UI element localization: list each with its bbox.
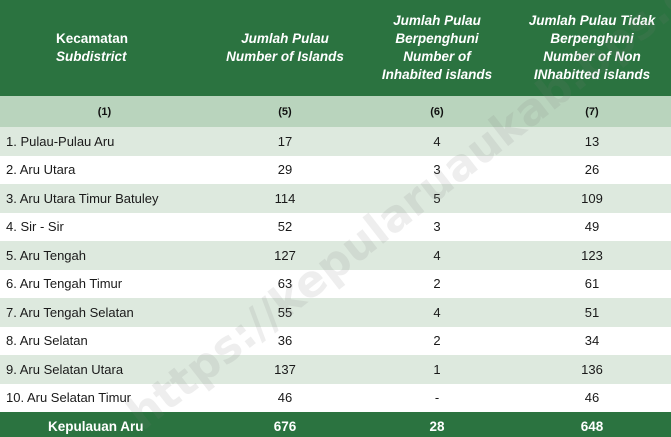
table-row: 10. Aru Selatan Timur 46-46 <box>0 383 671 412</box>
row-islands: 137 <box>209 355 361 384</box>
header-uninhabited: Jumlah Pulau Tidak Berpenghuni Number of… <box>513 0 671 96</box>
table-row: 7. Aru Tengah Selatan 55 4 51 <box>0 298 671 327</box>
row-name: 2. Aru Utara <box>0 155 209 184</box>
row-islands: 52 <box>209 212 361 241</box>
row-inhabited: 4 <box>361 127 513 156</box>
header-uninhabited-sub-1: Berpenghuni <box>550 31 634 46</box>
row-name: 9. Aru Selatan Utara <box>0 355 209 384</box>
table-row: 6. Aru Tengah Timur 63 2 61 <box>0 269 671 298</box>
row-islands: 63 <box>209 269 361 298</box>
row-name: 5. Aru Tengah <box>0 241 209 270</box>
column-number: (1) <box>0 96 209 127</box>
total-islands: 676 <box>209 412 361 437</box>
header-islands-sub: Number of Islands <box>226 49 344 64</box>
row-uninhabited: 13 <box>513 127 671 156</box>
header-inhabited: Jumlah Pulau Berpenghuni Number of Inhab… <box>361 0 513 96</box>
row-inhabited: 3 <box>361 212 513 241</box>
row-islands: 127 <box>209 241 361 270</box>
row-uninhabited: 136 <box>513 355 671 384</box>
table-row: 9. Aru Selatan Utara 137 1 136 <box>0 355 671 384</box>
row-inhabited: 4 <box>361 241 513 270</box>
row-name: 1. Pulau-Pulau Aru <box>0 127 209 156</box>
row-uninhabited: 49 <box>513 212 671 241</box>
header-subdistrict: Kecamatan Subdistrict <box>0 0 209 96</box>
total-name: Kepulauan Aru <box>0 412 209 437</box>
row-islands: 29 <box>209 155 361 184</box>
row-inhabited: 2 <box>361 269 513 298</box>
header-row: Kecamatan Subdistrict Jumlah Pulau Numbe… <box>0 0 671 96</box>
header-inhabited-sub-1: Berpenghuni <box>395 31 479 46</box>
row-name: 8. Aru Selatan <box>0 326 209 355</box>
header-subdistrict-sub: Subdistrict <box>56 49 127 64</box>
header-inhabited-main: Jumlah Pulau <box>393 13 481 28</box>
row-inhabited: 3 <box>361 155 513 184</box>
row-islands: 55 <box>209 298 361 327</box>
row-name: 3. Aru Utara Timur Batuley <box>0 184 209 213</box>
row-uninhabited: 34 <box>513 326 671 355</box>
row-name: 4. Sir - Sir <box>0 212 209 241</box>
table-row: 8. Aru Selatan 36 2 34 <box>0 326 671 355</box>
row-uninhabited: 123 <box>513 241 671 270</box>
row-inhabited: - <box>361 383 513 412</box>
header-inhabited-sub-3: Inhabited islands <box>381 67 493 82</box>
table-row: 3. Aru Utara Timur Batuley 114 5 109 <box>0 184 671 213</box>
header-subdistrict-main: Kecamatan <box>56 31 129 46</box>
row-name: 6. Aru Tengah Timur <box>0 269 209 298</box>
total-uninhabited: 648 <box>513 412 671 437</box>
header-uninhabited-main: Jumlah Pulau Tidak <box>528 13 656 28</box>
table-row: 5. Aru Tengah 127 4 123 <box>0 241 671 270</box>
row-inhabited: 2 <box>361 326 513 355</box>
column-number-row: (1) (5) (6) (7) <box>0 96 671 127</box>
total-inhabited: 28 <box>361 412 513 437</box>
table-row: 4. Sir - Sir 52 3 49 <box>0 212 671 241</box>
table-row: 1. Pulau-Pulau Aru 17 4 13 <box>0 127 671 156</box>
row-uninhabited: 26 <box>513 155 671 184</box>
row-uninhabited: 109 <box>513 184 671 213</box>
row-name: 7. Aru Tengah Selatan <box>0 298 209 327</box>
row-uninhabited: 61 <box>513 269 671 298</box>
row-inhabited: 5 <box>361 184 513 213</box>
total-row: Kepulauan Aru 676 28 648 <box>0 412 671 437</box>
header-islands: Jumlah Pulau Number of Islands <box>209 0 361 96</box>
table-body: 1. Pulau-Pulau Aru 17 4 13 2. Aru Utara 29 3 26… <box>0 127 671 412</box>
row-islands: 36 <box>209 326 361 355</box>
row-islands: 17 <box>209 127 361 156</box>
header-uninhabited-sub-3: INhabitted islands <box>533 67 651 82</box>
row-islands: 114 <box>209 184 361 213</box>
column-number: (6) <box>361 96 513 127</box>
row-name: 10. Aru Selatan Timur <box>0 383 209 412</box>
row-uninhabited: 51 <box>513 298 671 327</box>
header-islands-main: Jumlah Pulau <box>241 31 329 46</box>
column-number: (7) <box>513 96 671 127</box>
row-inhabited: 4 <box>361 298 513 327</box>
table-row: 2. Aru Utara 29 3 26 <box>0 155 671 184</box>
header-uninhabited-sub-2: Number of Non <box>543 49 641 64</box>
row-uninhabited: 46 <box>513 383 671 412</box>
column-number: (5) <box>209 96 361 127</box>
header-inhabited-sub-2: Number of <box>403 49 471 64</box>
row-inhabited: 1 <box>361 355 513 384</box>
row-islands: 46 <box>209 383 361 412</box>
